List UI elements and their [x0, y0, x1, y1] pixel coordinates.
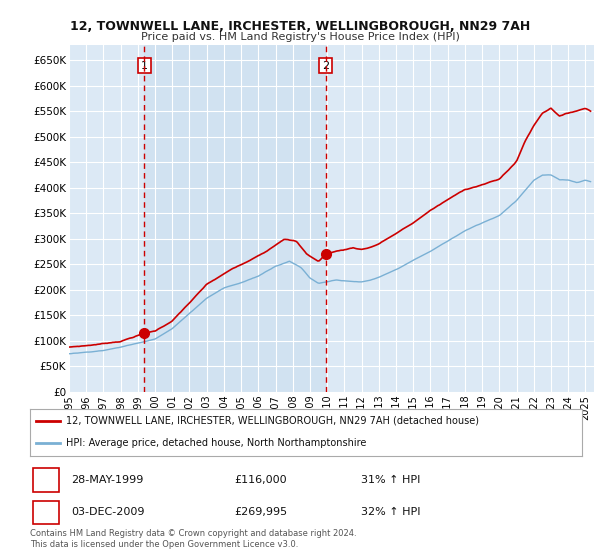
Text: 03-DEC-2009: 03-DEC-2009 [71, 507, 145, 517]
Text: Price paid vs. HM Land Registry's House Price Index (HPI): Price paid vs. HM Land Registry's House … [140, 32, 460, 42]
Text: 1: 1 [141, 60, 148, 71]
Text: 28-MAY-1999: 28-MAY-1999 [71, 475, 144, 485]
Text: 2: 2 [42, 506, 50, 519]
Text: £116,000: £116,000 [234, 475, 287, 485]
Text: 2: 2 [322, 60, 329, 71]
FancyBboxPatch shape [33, 501, 59, 524]
Text: 32% ↑ HPI: 32% ↑ HPI [361, 507, 421, 517]
Text: 31% ↑ HPI: 31% ↑ HPI [361, 475, 421, 485]
FancyBboxPatch shape [33, 468, 59, 492]
Text: 1: 1 [42, 474, 50, 487]
Text: Contains HM Land Registry data © Crown copyright and database right 2024.
This d: Contains HM Land Registry data © Crown c… [30, 529, 356, 549]
Text: HPI: Average price, detached house, North Northamptonshire: HPI: Average price, detached house, Nort… [66, 438, 366, 448]
Text: 12, TOWNWELL LANE, IRCHESTER, WELLINGBOROUGH, NN29 7AH: 12, TOWNWELL LANE, IRCHESTER, WELLINGBOR… [70, 20, 530, 32]
Text: £269,995: £269,995 [234, 507, 287, 517]
Text: 12, TOWNWELL LANE, IRCHESTER, WELLINGBOROUGH, NN29 7AH (detached house): 12, TOWNWELL LANE, IRCHESTER, WELLINGBOR… [66, 416, 479, 426]
Bar [145, 45, 326, 392]
